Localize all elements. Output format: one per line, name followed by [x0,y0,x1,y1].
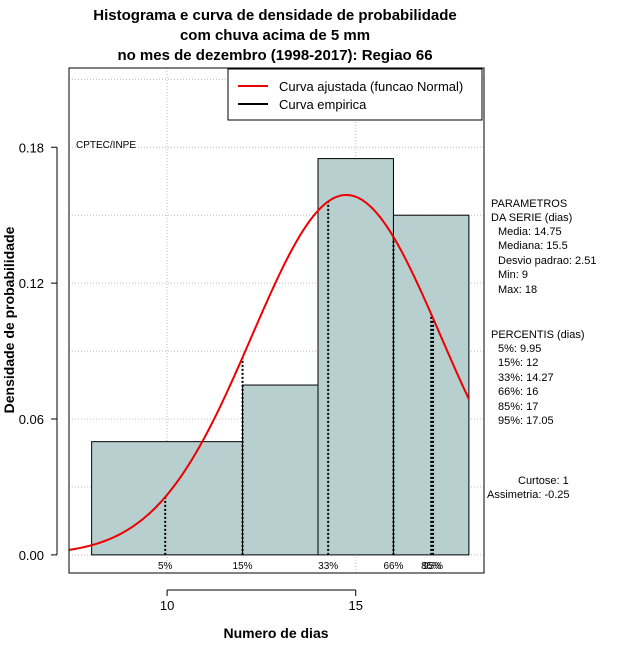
x-axis-title: Numero de dias [223,625,328,641]
parameters-heading-2: DA SERIE (dias) [491,212,572,224]
fitted-normal-curve [68,193,470,551]
y-tick-label: 0.18 [19,140,44,155]
histogram-bars [91,158,470,556]
percentile-label: 33% [318,561,338,572]
parameter-media: Media: 14.75 [498,226,562,238]
legend-label-empirical: Curva empirica [279,97,367,112]
chart-title-line-1: Histograma e curva de densidade de proba… [93,7,456,24]
percentile-labels: 5% 15% 33% 66% 85%95% [158,561,443,572]
percentile-label: 95% [423,561,443,572]
axes: 10 15 0.00 0.06 0.12 0.18 [19,140,363,613]
percentile-line-85: 85%: 17 [498,401,538,413]
percentile-label: 66% [383,561,403,572]
percentiles-block: PERCENTIS (dias) 5%: 9.95 15%: 12 33%: 1… [491,329,585,427]
parameter-desvio: Desvio padrao: 2.51 [498,255,596,267]
shape-block: Curtose: 1 Assimetria: -0.25 [487,475,570,501]
x-tick-label: 10 [160,598,174,613]
legend-label-fitted: Curva ajustada (funcao Normal) [279,79,463,94]
percentile-line-33: 33%: 14.27 [498,372,554,384]
histogram-bar [242,384,319,556]
chart-title-line-3: no mes de dezembro (1998-2017): Regiao 6… [117,47,432,64]
parameter-min: Min: 9 [498,269,528,281]
percentile-line-66: 66%: 16 [498,386,538,398]
source-label: CPTEC/INPE [76,140,136,151]
percentile-markers [164,201,435,555]
percentile-label: 15% [233,561,253,572]
y-tick-label: 0.12 [19,276,44,291]
legend-box [227,68,483,121]
parameters-block: PARAMETROS DA SERIE (dias) Media: 14.75 … [491,198,596,296]
percentiles-heading: PERCENTIS (dias) [491,329,585,341]
parameter-mediana: Mediana: 15.5 [498,240,568,252]
assimetria-value: Assimetria: -0.25 [487,489,570,501]
histogram-bar [317,158,394,556]
fitted-curve-layer [68,193,470,551]
percentile-label: 5% [158,561,173,572]
curtose-value: Curtose: 1 [518,475,569,487]
y-tick-label: 0.00 [19,548,44,563]
percentile-line-15: 15%: 12 [498,357,538,369]
chart-title-line-2: com chuva acima de 5 mm [180,27,370,44]
x-tick-label: 15 [348,598,362,613]
y-tick-label: 0.06 [19,412,44,427]
percentile-line-5: 5%: 9.95 [498,343,541,355]
percentile-line-95: 95%: 17.05 [498,415,554,427]
parameter-max: Max: 18 [498,284,537,296]
parameters-heading-1: PARAMETROS [491,198,567,210]
percentile-label: 85% [421,561,441,572]
y-axis-title: Densidade de probabilidade [1,226,17,413]
plot-frame [68,67,485,574]
legend: Curva ajustada (funcao Normal) Curva emp… [227,68,483,121]
